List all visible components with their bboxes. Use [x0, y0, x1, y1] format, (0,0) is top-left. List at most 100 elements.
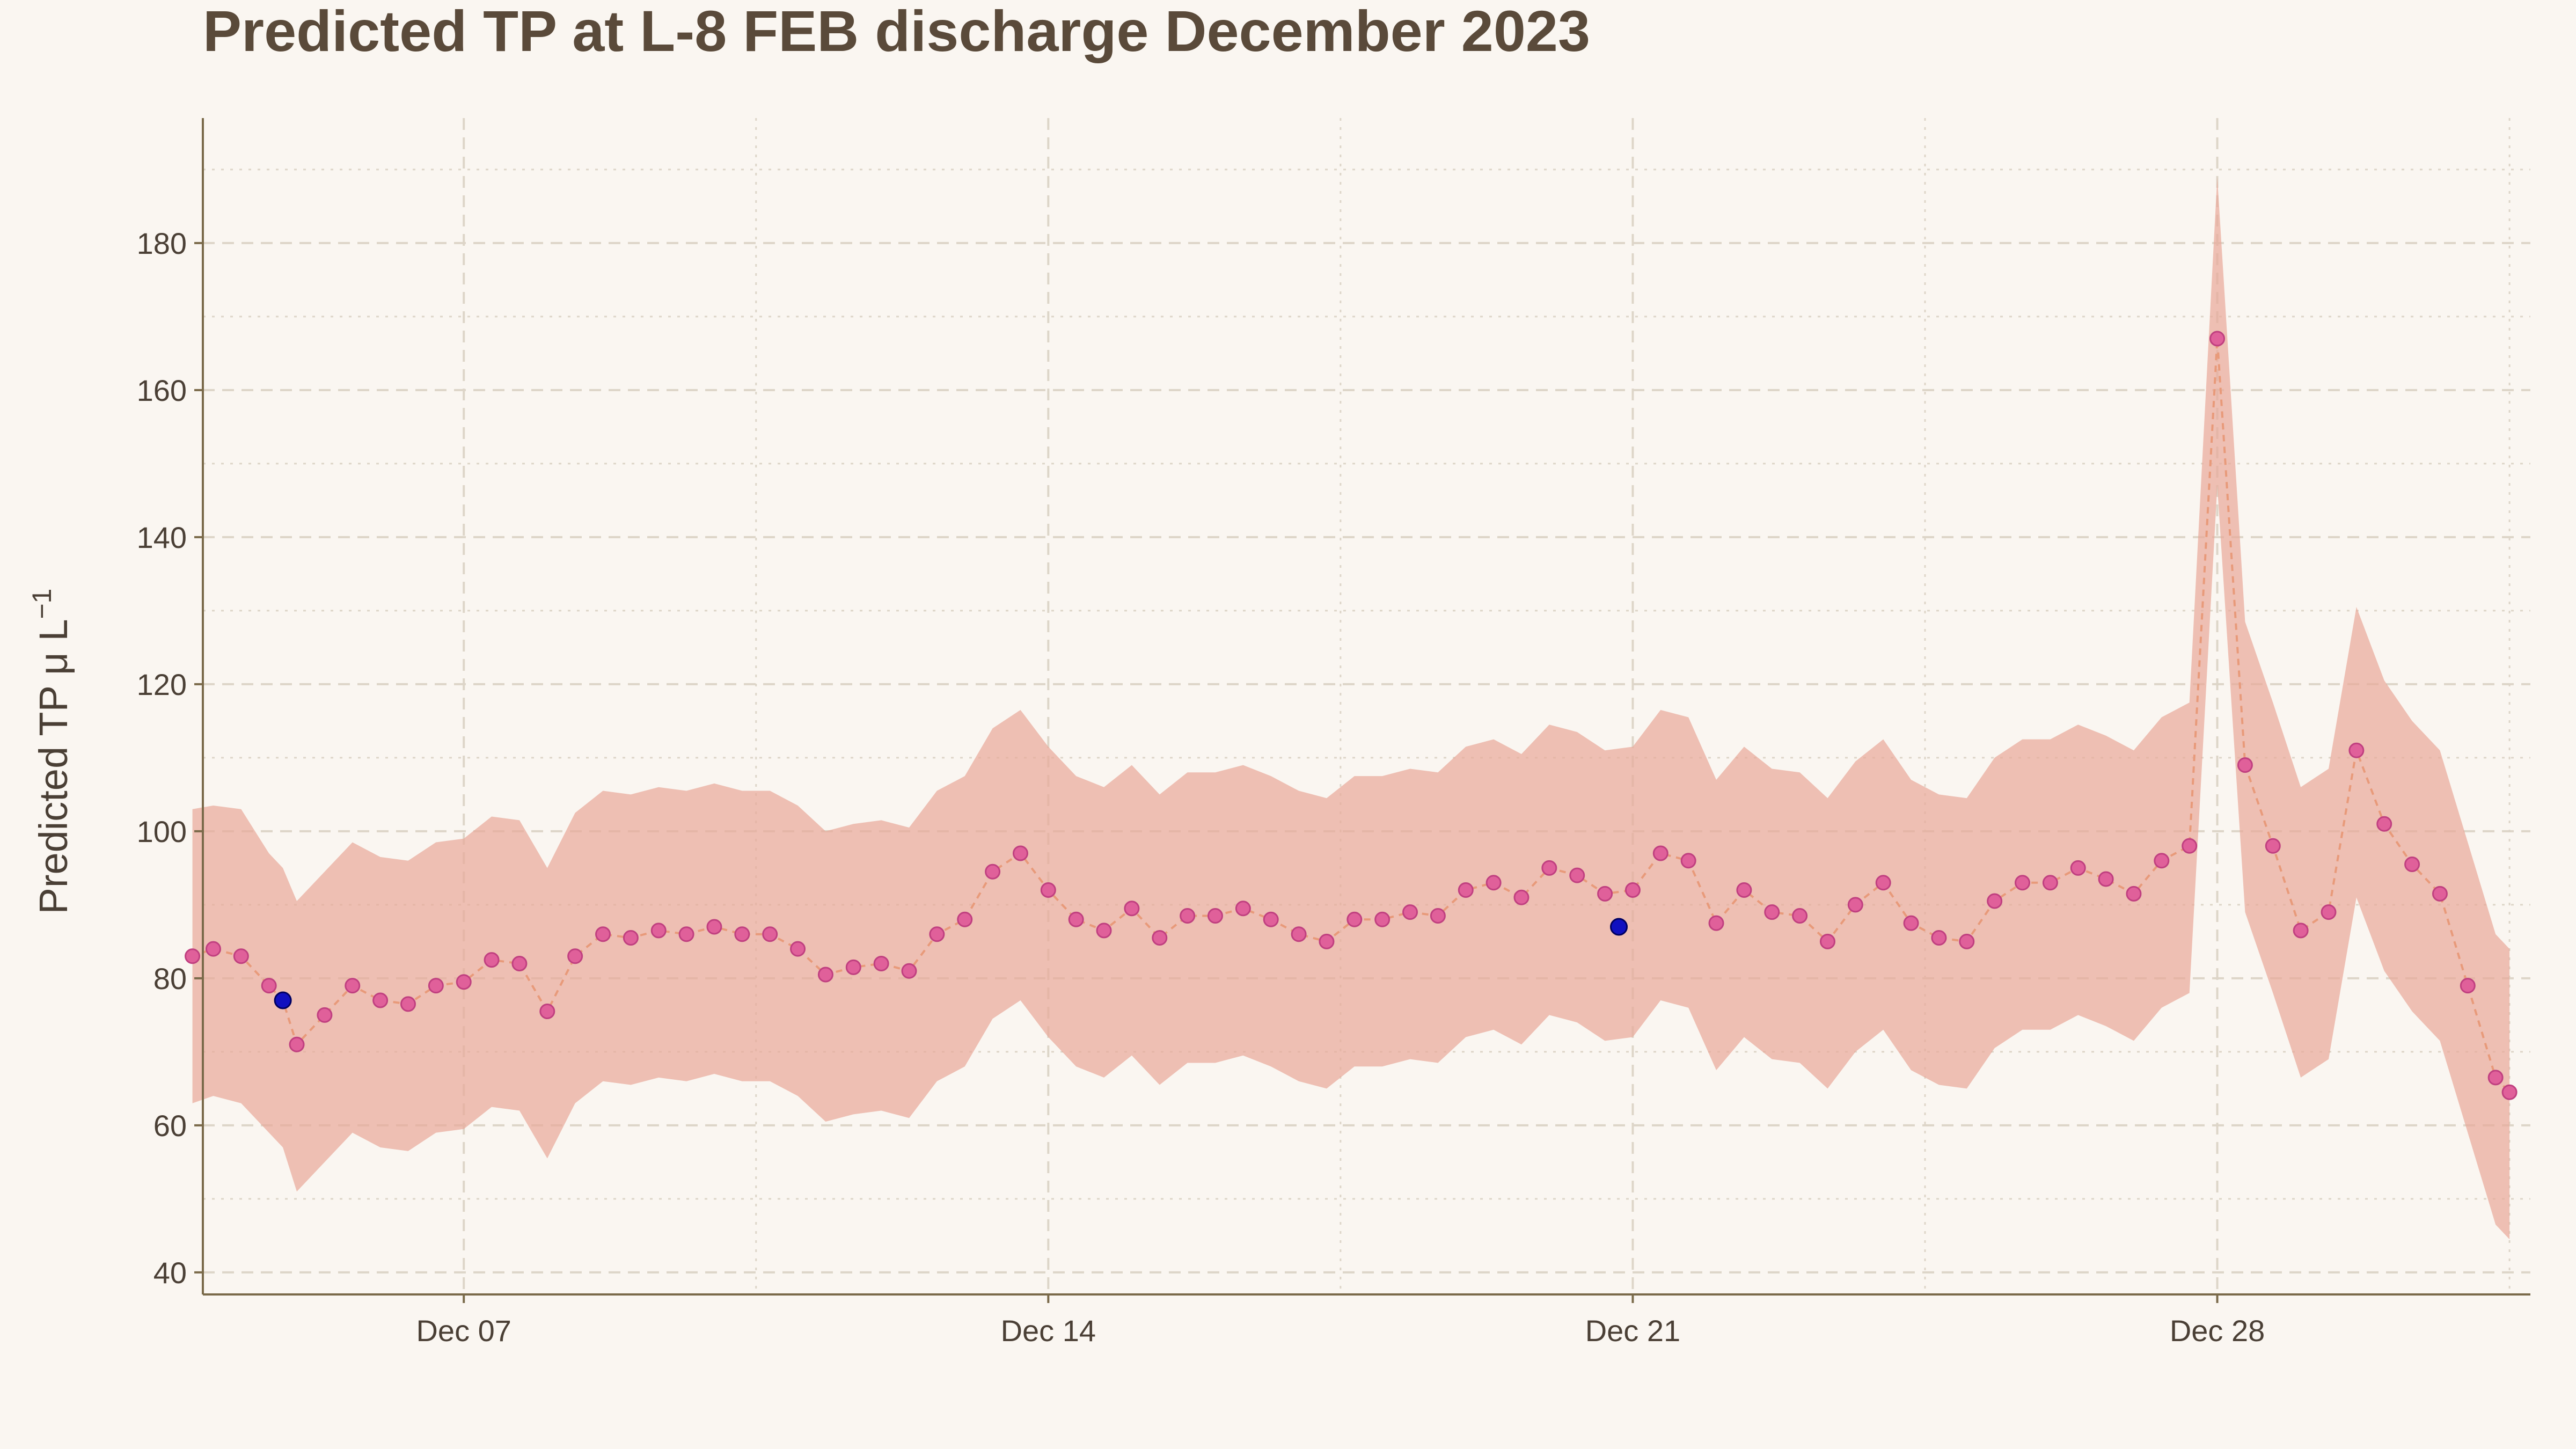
data-point [1012, 845, 1028, 861]
data-point [1485, 875, 1502, 891]
y-axis-label-exponent: −1 [27, 589, 57, 619]
data-point [929, 926, 945, 942]
data-point [2321, 904, 2337, 920]
data-point [1235, 901, 1251, 917]
data-point [1374, 911, 1391, 927]
data-point [2098, 871, 2114, 887]
data-point [1207, 908, 1223, 924]
data-point [372, 992, 389, 1008]
data-point [985, 863, 1001, 880]
chart-title: Predicted TP at L-8 FEB discharge Decemb… [203, 0, 1590, 63]
highlight-point [1610, 918, 1628, 936]
data-point [456, 974, 472, 990]
data-point [233, 948, 249, 964]
confidence-band [192, 177, 2510, 1240]
marker-layer [185, 331, 2518, 1100]
data-point [1875, 875, 1891, 891]
data-point [345, 978, 361, 994]
data-point [1430, 908, 1446, 924]
y-tick-label: 160 [137, 374, 187, 407]
data-point [650, 923, 667, 939]
data-point [2265, 838, 2281, 854]
data-point [623, 930, 639, 946]
data-point [1319, 933, 1335, 949]
data-point [1152, 930, 1168, 946]
data-point [428, 978, 444, 994]
data-point [539, 1004, 555, 1020]
data-point [1959, 933, 1975, 949]
data-point [1903, 915, 1919, 931]
data-point [1819, 933, 1835, 949]
data-point [400, 996, 416, 1012]
y-axis-label: Predicted TP μ L−1 [27, 589, 76, 914]
data-point [2070, 860, 2086, 876]
data-point [1764, 904, 1780, 920]
data-point [706, 919, 722, 935]
x-tick-label: Dec 07 [416, 1314, 511, 1348]
data-point [2348, 742, 2365, 758]
x-tick-label: Dec 14 [1001, 1314, 1096, 1348]
data-point [1346, 911, 1363, 927]
data-point [595, 926, 611, 942]
data-point [2015, 875, 2031, 891]
data-point [2237, 757, 2253, 773]
x-tick-label: Dec 28 [2170, 1314, 2265, 1348]
data-point [2432, 885, 2448, 902]
data-point [2376, 816, 2392, 832]
data-point [261, 978, 277, 994]
data-point [1624, 882, 1641, 898]
data-point [1124, 901, 1140, 917]
y-tick-label: 100 [137, 815, 187, 848]
y-axis-label-text: Predicted TP μ L [31, 619, 76, 914]
axis-layer: 40 60 80 100 120 140 160 180 Dec 07 Dec 14 Dec 21 D… [137, 118, 2530, 1348]
data-point [2293, 923, 2309, 939]
data-point [2126, 885, 2142, 902]
data-point [1068, 911, 1084, 927]
data-point [901, 963, 917, 979]
data-point [2182, 838, 2198, 854]
data-point [957, 911, 973, 927]
data-point [2501, 1084, 2518, 1100]
data-point [2209, 331, 2226, 347]
data-point [484, 952, 500, 968]
y-tick-label: 180 [137, 226, 187, 260]
data-point [845, 959, 861, 975]
data-point [1541, 860, 1557, 876]
data-point [1263, 911, 1279, 927]
data-point [1096, 923, 1112, 939]
data-point [567, 948, 583, 964]
data-point [1569, 867, 1585, 883]
highlight-point [274, 991, 292, 1009]
data-point [873, 956, 889, 971]
data-point [1680, 853, 1696, 869]
data-point [1792, 908, 1808, 924]
data-point [1708, 915, 1724, 931]
data-point [1652, 845, 1668, 861]
data-point [2154, 853, 2170, 869]
data-point [1513, 889, 1529, 905]
data-point [762, 926, 778, 942]
data-point [2404, 857, 2420, 873]
data-point [1931, 930, 1947, 946]
data-point [289, 1036, 305, 1052]
data-point [790, 941, 806, 957]
data-point [205, 941, 221, 957]
data-point [317, 1007, 333, 1023]
data-point [1180, 908, 1196, 924]
data-point [2042, 875, 2058, 891]
y-tick-label: 80 [153, 962, 187, 996]
data-point [1040, 882, 1056, 898]
data-point [1736, 882, 1752, 898]
data-point [185, 948, 201, 964]
data-point [734, 926, 750, 942]
data-point [1402, 904, 1418, 920]
y-tick-label: 60 [153, 1109, 187, 1143]
data-point [2460, 978, 2476, 994]
data-point [1987, 893, 2003, 909]
data-point [1597, 885, 1613, 902]
data-point [678, 926, 694, 942]
data-point [817, 967, 833, 983]
data-point [1458, 882, 1474, 898]
y-tick-label: 40 [153, 1256, 187, 1290]
